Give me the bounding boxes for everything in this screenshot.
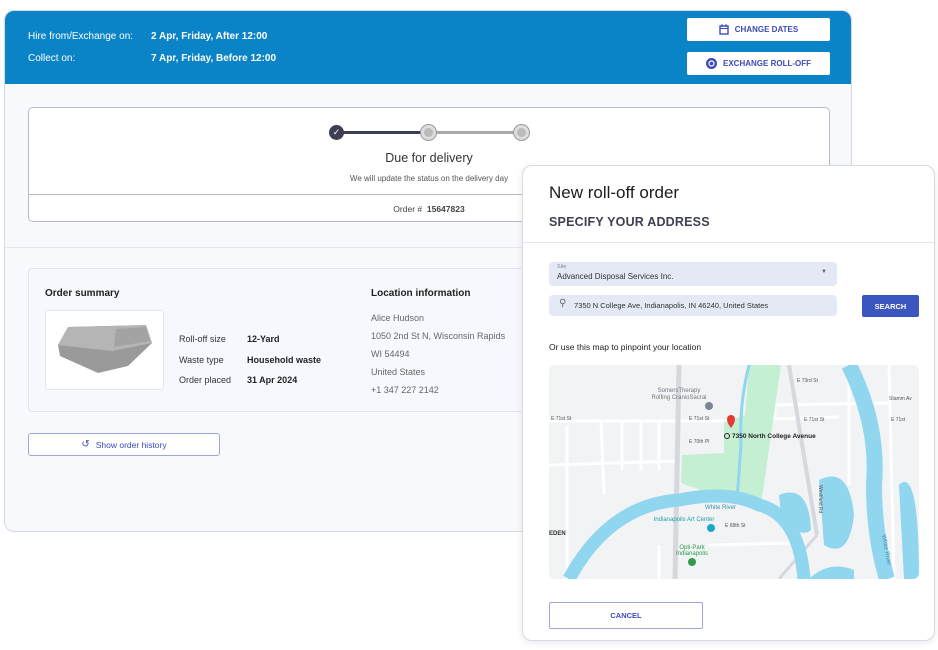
exchange-icon (706, 58, 717, 69)
status-subtitle: We will update the status on the deliver… (349, 174, 509, 183)
map-label: Stamm Av (889, 396, 912, 402)
location-phone: +1 347 227 2142 (371, 385, 439, 395)
map-label: Opti-Park (679, 545, 705, 551)
map-label: E 71st St (804, 417, 825, 423)
map-label: Westfield Rd (817, 485, 823, 513)
order-summary-title: Order summary (45, 288, 120, 299)
order-number: Order # 15647823 (29, 204, 829, 214)
address-search-value: 7350 N College Ave, Indianapolis, IN 462… (574, 301, 769, 310)
step-pending-icon (514, 125, 529, 140)
exchange-label: EXCHANGE ROLL-OFF (723, 59, 811, 68)
order-placed-label: Order placed (179, 375, 232, 385)
progress-line-done (342, 131, 427, 134)
show-order-history-button[interactable]: ↺ Show order history (28, 433, 220, 456)
map-label: SomersTherapy (658, 388, 701, 394)
step-pending-icon (421, 125, 436, 140)
map-label: E 71st (891, 417, 906, 423)
map-label: E 73rd St (797, 378, 818, 384)
location-street: 1050 2nd St N, Wisconsin Rapids (371, 331, 506, 341)
map-label: E 68th St (725, 523, 746, 529)
map-label: Indianapolis (676, 551, 708, 557)
search-button[interactable]: SEARCH (862, 295, 919, 317)
map-label: E 71st St (551, 416, 572, 422)
location-title: Location information (371, 288, 471, 299)
cancel-button[interactable]: CANCEL (549, 602, 703, 629)
roll-off-image (45, 310, 164, 390)
roll-off-size-label: Roll-off size (179, 334, 226, 344)
park-marker-icon (688, 558, 696, 566)
hire-value: 2 Apr, Friday, After 12:00 (151, 31, 268, 42)
modal-title: New roll-off order (549, 183, 680, 202)
hire-label: Hire from/Exchange on: (28, 31, 134, 42)
modal-subtitle: SPECIFY YOUR ADDRESS (549, 215, 710, 229)
show-order-history-label: Show order history (95, 439, 167, 450)
map-label: Rolfing CranioSacral (651, 395, 706, 401)
order-placed-value: 31 Apr 2024 (247, 375, 298, 385)
map-label: E 70th Pl (689, 439, 709, 445)
map-label: White River (705, 505, 736, 511)
progress-line-pending (434, 131, 519, 134)
address-search-input[interactable]: ⚲ 7350 N College Ave, Indianapolis, IN 4… (549, 295, 837, 316)
target-icon (724, 433, 730, 439)
change-dates-label: CHANGE DATES (734, 25, 799, 34)
order-dates-header: Hire from/Exchange on: 2 Apr, Friday, Af… (5, 11, 851, 84)
collect-label: Collect on: (28, 53, 76, 64)
waste-type-label: Waste type (179, 355, 224, 365)
map-label: E 71st St (689, 416, 710, 422)
poi-marker-icon (705, 402, 713, 410)
search-icon: ⚲ (559, 298, 567, 309)
location-map[interactable]: E 71st St E 71st St E 70th Pl E 73rd St … (549, 365, 919, 579)
park-area (681, 365, 781, 505)
map-label: EDEN (549, 531, 566, 537)
location-pin-icon (727, 415, 735, 428)
change-dates-button[interactable]: CHANGE DATES (687, 18, 830, 41)
history-icon: ↺ (81, 439, 90, 450)
site-label: Site (557, 264, 567, 270)
map-label: White River (880, 534, 891, 566)
step-completed-check-icon: ✓ (329, 125, 344, 140)
order-summary-card: Order summary Roll-off size 12-Yard Wast… (28, 268, 528, 412)
order-number-value: 15647823 (426, 204, 465, 214)
calendar-icon (719, 24, 729, 35)
collect-value: 7 Apr, Friday, Before 12:00 (151, 53, 277, 64)
pin-label: 7350 North College Avenue (732, 433, 816, 440)
chevron-down-icon: ▼ (821, 269, 827, 275)
status-title: Due for delivery (385, 151, 473, 165)
exchange-roll-off-button[interactable]: EXCHANGE ROLL-OFF (687, 52, 830, 75)
site-select[interactable]: Site Advanced Disposal Services Inc. ▼ (549, 262, 837, 286)
order-number-label: Order # (393, 204, 423, 214)
map-hint: Or use this map to pinpoint your locatio… (549, 342, 702, 352)
white-river (563, 489, 811, 579)
location-zip: WI 54494 (371, 349, 410, 359)
new-roll-off-order-modal: New roll-off order SPECIFY YOUR ADDRESS … (522, 165, 935, 641)
art-center-marker-icon (707, 524, 715, 532)
waste-type-value: Household waste (247, 355, 322, 365)
roll-off-size-value: 12-Yard (247, 334, 280, 344)
site-value: Advanced Disposal Services Inc. (557, 272, 674, 281)
location-name: Alice Hudson (371, 313, 425, 323)
location-country: United States (371, 367, 426, 377)
map-label: Indianapolis Art Center (654, 517, 715, 523)
